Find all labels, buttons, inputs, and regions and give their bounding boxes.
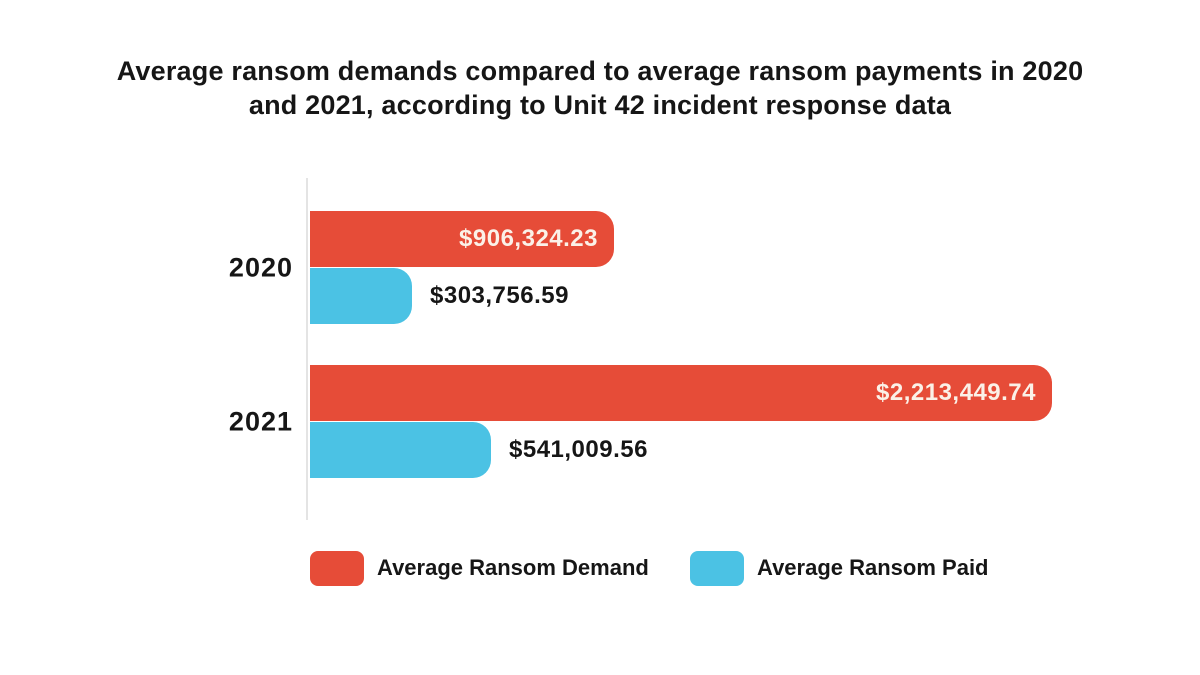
legend-swatch-demand-icon	[310, 550, 364, 586]
bar-value-label-paid-2020: $303,756.59	[430, 282, 569, 309]
legend-label-demand: Average Ransom Demand	[377, 555, 649, 580]
bar-demand-2020: $906,324.23	[310, 211, 614, 267]
category-label-2020: 2020	[228, 252, 293, 282]
legend-swatch-paid-icon	[690, 550, 744, 586]
bar-value-label-demand-2020: $906,324.23	[459, 225, 598, 252]
bar-paid-2020	[310, 268, 412, 324]
plot-area: 2020 $906,324.23 $303,756.59 2021 $2,213…	[229, 178, 1176, 520]
chart-title: Average ransom demands compared to avera…	[116, 56, 1084, 120]
bar-value-label-paid-2021: $541,009.56	[509, 436, 648, 463]
legend-label-paid: Average Ransom Paid	[757, 555, 989, 580]
legend-item-paid: Average Ransom Paid	[690, 549, 989, 587]
legend-item-demand: Average Ransom Demand	[310, 549, 649, 587]
bar-group-2021: 2021 $2,213,449.74 $541,009.56	[229, 365, 1176, 478]
bar-group-2020: 2020 $906,324.23 $303,756.59	[229, 211, 1176, 324]
bar-demand-2021: $2,213,449.74	[310, 365, 1052, 421]
category-label-2021: 2021	[228, 406, 293, 436]
legend: Average Ransom Demand Average Ransom Pai…	[310, 549, 1090, 587]
y-axis-line	[306, 178, 308, 520]
bar-paid-2021	[310, 422, 491, 478]
bar-value-label-demand-2021: $2,213,449.74	[876, 379, 1036, 406]
